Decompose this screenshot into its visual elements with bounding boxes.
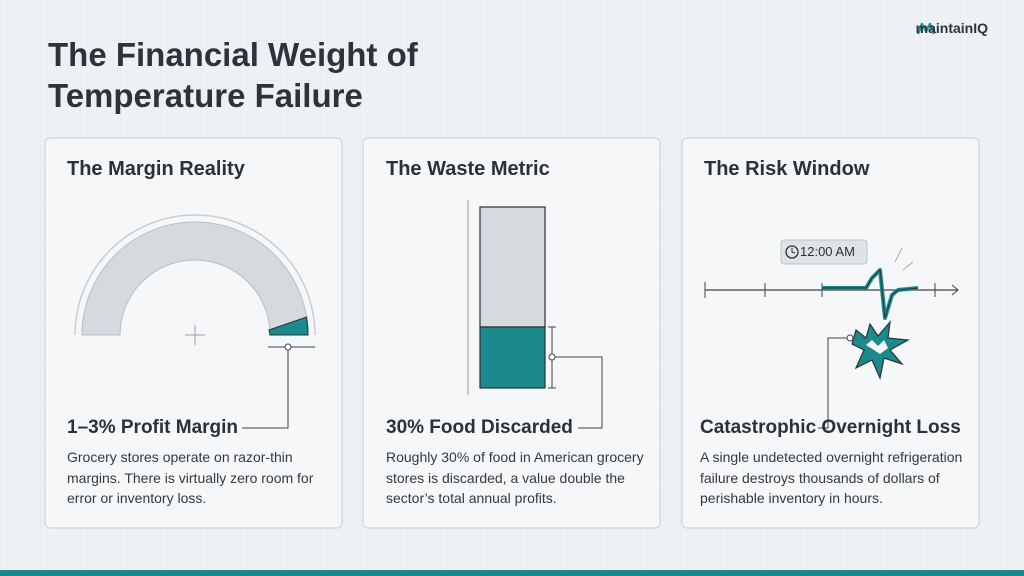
logo: maintainIQ [915,20,988,36]
description: Roughly 30% of food in American grocery … [386,449,644,506]
description: A single undetected overnight refrigerat… [700,449,963,506]
title: The Financial Weight of Temperature Fail… [48,36,418,114]
card-title: The Margin Reality [67,158,245,180]
metric: Catastrophic Overnight Loss [700,417,961,438]
time-label: 12:00 AM [800,244,855,259]
description: Grocery stores operate on razor-thin mar… [67,449,314,506]
metric: 1–3% Profit Margin [67,417,239,438]
card-title: The Waste Metric [386,158,550,180]
card-title: The Risk Window [704,158,870,180]
metric: 30% Food Discarded [386,417,573,438]
